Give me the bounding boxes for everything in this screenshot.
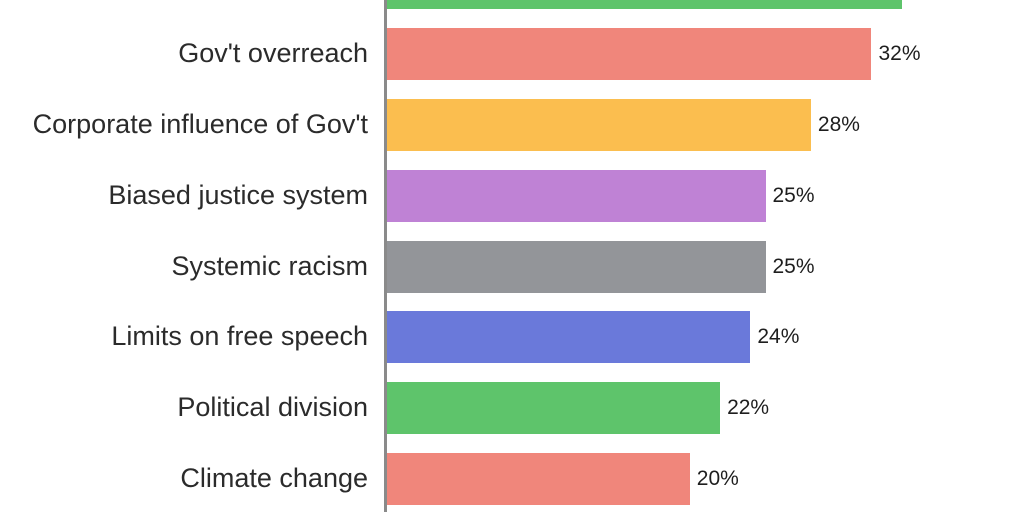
value-label: 20%: [696, 467, 739, 491]
bar: [387, 0, 902, 10]
value-label: 32%: [878, 42, 921, 66]
y-axis-line: [384, 0, 387, 512]
bar: [387, 240, 766, 293]
category-label: Limits on free speech: [111, 321, 368, 352]
category-label: Corporate influence of Gov't: [32, 108, 368, 139]
value-label: 24%: [757, 325, 800, 349]
value-label: 25%: [772, 254, 815, 278]
bar: [387, 453, 690, 505]
value-label: 22%: [727, 396, 770, 420]
category-label: Systemic racism: [171, 250, 368, 281]
category-label: Gov't overreach: [178, 37, 368, 68]
bar: [387, 382, 721, 435]
value-label: 28%: [817, 112, 860, 136]
category-label: Political division: [177, 392, 368, 423]
bar: [387, 169, 766, 222]
value-label: 25%: [772, 183, 815, 207]
bar: [387, 28, 872, 81]
category-label: Climate change: [180, 462, 368, 493]
bar: [387, 311, 751, 364]
bar: [387, 98, 811, 151]
category-label: Biased justice system: [108, 179, 368, 210]
